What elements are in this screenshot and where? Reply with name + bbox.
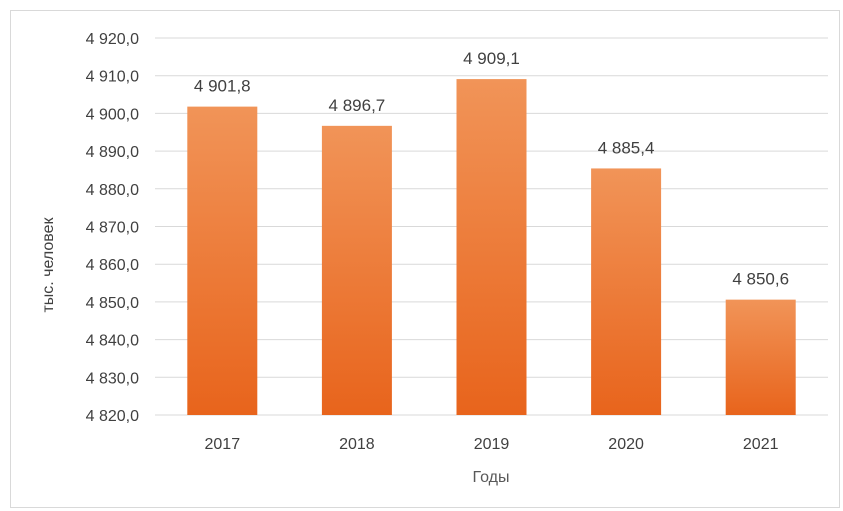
data-label-2017: 4 901,8 xyxy=(194,77,251,96)
y-tick-label: 4 920,0 xyxy=(86,31,139,48)
x-tick-label: 2020 xyxy=(608,436,644,453)
y-tick-label: 4 900,0 xyxy=(86,106,139,123)
data-labels: 4 901,8 4 896,7 4 909,1 4 885,4 4 850,6 xyxy=(194,49,789,289)
y-tick-label: 4 840,0 xyxy=(86,333,139,350)
y-tick-label: 4 890,0 xyxy=(86,144,139,161)
x-tick-label: 2017 xyxy=(205,436,241,453)
bar-2020 xyxy=(591,168,662,415)
y-tick-label: 4 880,0 xyxy=(86,182,139,199)
data-label-2020: 4 885,4 xyxy=(598,138,655,157)
bar-2018 xyxy=(321,125,392,415)
data-label-2018: 4 896,7 xyxy=(329,96,386,115)
y-tick-label: 4 820,0 xyxy=(86,408,139,425)
chart-frame xyxy=(10,10,840,508)
y-axis-title: тыс. человек xyxy=(40,216,57,312)
y-tick-label: 4 850,0 xyxy=(86,295,139,312)
bar-2019 xyxy=(456,79,527,415)
y-tick-label: 4 910,0 xyxy=(86,69,139,86)
bar-2021 xyxy=(725,299,796,415)
bar-2017 xyxy=(187,106,258,415)
x-axis-title: Годы xyxy=(473,469,510,486)
x-tick-label: 2019 xyxy=(474,436,510,453)
y-tick-label: 4 830,0 xyxy=(86,370,139,387)
y-axis-ticks: 4 820,0 4 830,0 4 840,0 4 850,0 4 860,0 4 870… xyxy=(86,31,139,425)
x-axis-ticks: 2017 2018 2019 2020 2021 xyxy=(205,436,779,453)
y-tick-label: 4 870,0 xyxy=(86,220,139,237)
x-tick-label: 2018 xyxy=(339,436,375,453)
bars xyxy=(187,79,796,415)
x-tick-label: 2021 xyxy=(743,436,779,453)
data-label-2021: 4 850,6 xyxy=(732,270,789,289)
y-tick-label: 4 860,0 xyxy=(86,257,139,274)
data-label-2019: 4 909,1 xyxy=(463,49,520,68)
